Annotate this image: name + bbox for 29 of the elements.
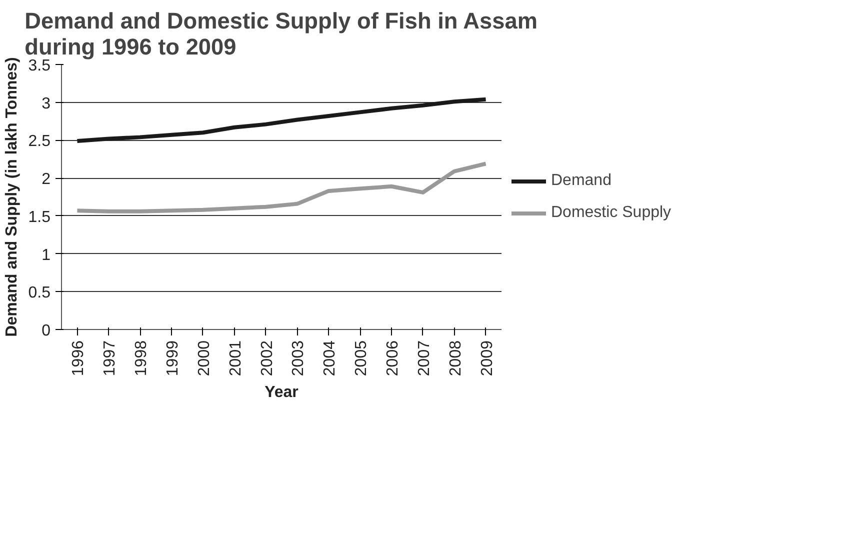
x-tick-label: 2004 — [322, 340, 339, 376]
y-tick-label: 1.5 — [28, 208, 51, 226]
x-tick-label: 1999 — [164, 340, 182, 376]
x-tick-label: 2002 — [258, 340, 276, 376]
x-tick-label: 1998 — [133, 340, 150, 376]
y-tick-label: 3 — [42, 95, 51, 112]
x-tick-label: 1996 — [70, 340, 88, 376]
legend-label: Domestic Supply — [551, 204, 672, 222]
legend-label: Demand — [551, 172, 612, 190]
y-axis-title: Demand and Supply (in lakh Tonnes) — [3, 57, 20, 337]
x-axis-title: Year — [264, 384, 298, 402]
y-tick-label: 3.5 — [28, 58, 51, 74]
line-series — [75, 97, 488, 143]
x-tick-label: 1997 — [102, 340, 119, 376]
y-tick-label: 2.5 — [28, 133, 51, 150]
x-tick-label: 2001 — [227, 340, 244, 376]
y-tick-label: 0 — [42, 322, 51, 340]
chart-title: Demand and Domestic Supply of Fish in Assam during 1996 to 2009 — [24, 8, 538, 60]
y-tick-label: 0.5 — [28, 284, 51, 302]
x-tick-label: 2006 — [384, 340, 402, 376]
y-tick-label: 2 — [42, 171, 51, 188]
line-series — [75, 162, 488, 214]
x-tick-label: 2007 — [416, 340, 433, 376]
x-tick-label: 2003 — [290, 340, 308, 376]
x-tick-label: 2008 — [447, 340, 464, 376]
x-tick-label: 2000 — [196, 340, 213, 376]
y-tick-label: 1 — [42, 246, 51, 264]
x-tick-label: 2005 — [353, 340, 370, 376]
x-tick-label: 2009 — [478, 340, 496, 376]
